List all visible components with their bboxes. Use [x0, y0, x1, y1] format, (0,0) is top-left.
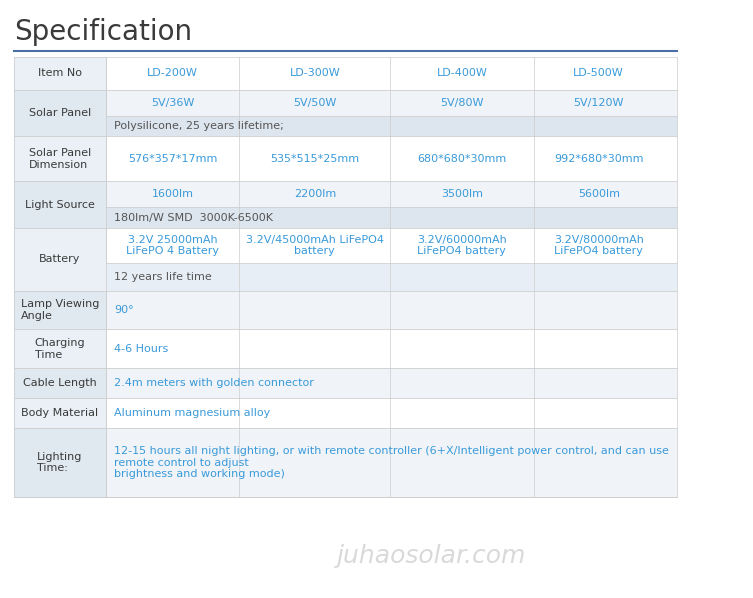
Text: 535*515*25mm: 535*515*25mm [270, 154, 359, 164]
Bar [14, 90, 678, 136]
Text: Charging
Time: Charging Time [35, 338, 85, 360]
Bar [14, 228, 106, 291]
Bar [14, 181, 106, 228]
Text: 5600lm: 5600lm [578, 189, 620, 199]
Text: 4-6 Hours: 4-6 Hours [114, 344, 169, 354]
Text: Light Source: Light Source [25, 200, 95, 209]
Bar [106, 263, 678, 291]
Text: 1600lm: 1600lm [152, 189, 194, 199]
Text: 5V/80W: 5V/80W [440, 97, 483, 108]
Bar [14, 368, 106, 398]
Text: 180lm/W SMD  3000K-6500K: 180lm/W SMD 3000K-6500K [114, 212, 273, 222]
Text: 3.2V/80000mAh
LiFePO4 battery: 3.2V/80000mAh LiFePO4 battery [553, 234, 644, 256]
Text: 3.2V/60000mAh
LiFePO4 battery: 3.2V/60000mAh LiFePO4 battery [417, 234, 507, 256]
Bar [14, 368, 678, 398]
Text: 5V/120W: 5V/120W [574, 97, 624, 108]
Text: Lamp Viewing
Angle: Lamp Viewing Angle [20, 299, 99, 321]
Bar [14, 428, 106, 497]
Text: Body Material: Body Material [21, 408, 99, 418]
Bar [106, 116, 678, 136]
Text: Specification: Specification [14, 18, 192, 46]
Text: LD-300W: LD-300W [289, 68, 340, 78]
Bar [14, 136, 678, 181]
Text: Item No: Item No [38, 68, 82, 78]
Text: Aluminum magnesium alloy: Aluminum magnesium alloy [114, 408, 270, 418]
Text: LD-400W: LD-400W [437, 68, 487, 78]
Text: 992*680*30mm: 992*680*30mm [554, 154, 644, 164]
Bar [14, 291, 106, 329]
Bar [14, 398, 678, 428]
Text: 90°: 90° [114, 305, 134, 315]
Text: 576*357*17mm: 576*357*17mm [128, 154, 218, 164]
Text: Battery: Battery [39, 254, 81, 264]
Text: Solar Panel
Dimension: Solar Panel Dimension [29, 148, 91, 170]
Text: 2200lm: 2200lm [294, 189, 336, 199]
Bar [14, 329, 106, 368]
Text: 3500lm: 3500lm [441, 189, 483, 199]
Text: 5V/50W: 5V/50W [293, 97, 337, 108]
Bar [14, 57, 678, 90]
Text: juhaosolar.com: juhaosolar.com [337, 544, 526, 568]
Text: 12 years life time: 12 years life time [114, 272, 212, 282]
Bar [14, 428, 678, 497]
Bar [14, 90, 106, 136]
Bar [106, 208, 678, 228]
Bar [14, 398, 106, 428]
Text: LD-500W: LD-500W [573, 68, 624, 78]
Bar [14, 181, 678, 228]
Bar [14, 136, 106, 181]
Text: Polysilicone, 25 years lifetime;: Polysilicone, 25 years lifetime; [114, 121, 284, 131]
Text: 5V/36W: 5V/36W [151, 97, 194, 108]
Text: 680*680*30mm: 680*680*30mm [417, 154, 507, 164]
Text: 12-15 hours all night lighting, or with remote controller (6+X/Intelligent power: 12-15 hours all night lighting, or with … [114, 446, 669, 479]
Bar [14, 291, 678, 329]
Bar [14, 57, 106, 90]
Bar [14, 228, 678, 291]
Text: 2.4m meters with golden connector: 2.4m meters with golden connector [114, 379, 314, 388]
Text: 3.2V/45000mAh LiFePO4
battery: 3.2V/45000mAh LiFePO4 battery [245, 234, 384, 256]
Text: Solar Panel: Solar Panel [29, 108, 91, 118]
Text: Cable Length: Cable Length [23, 379, 96, 388]
Bar [14, 329, 678, 368]
Text: LD-200W: LD-200W [148, 68, 198, 78]
Text: Lighting
Time:: Lighting Time: [37, 451, 83, 474]
Text: 3.2V 25000mAh
LiFePO 4 Battery: 3.2V 25000mAh LiFePO 4 Battery [127, 234, 219, 256]
